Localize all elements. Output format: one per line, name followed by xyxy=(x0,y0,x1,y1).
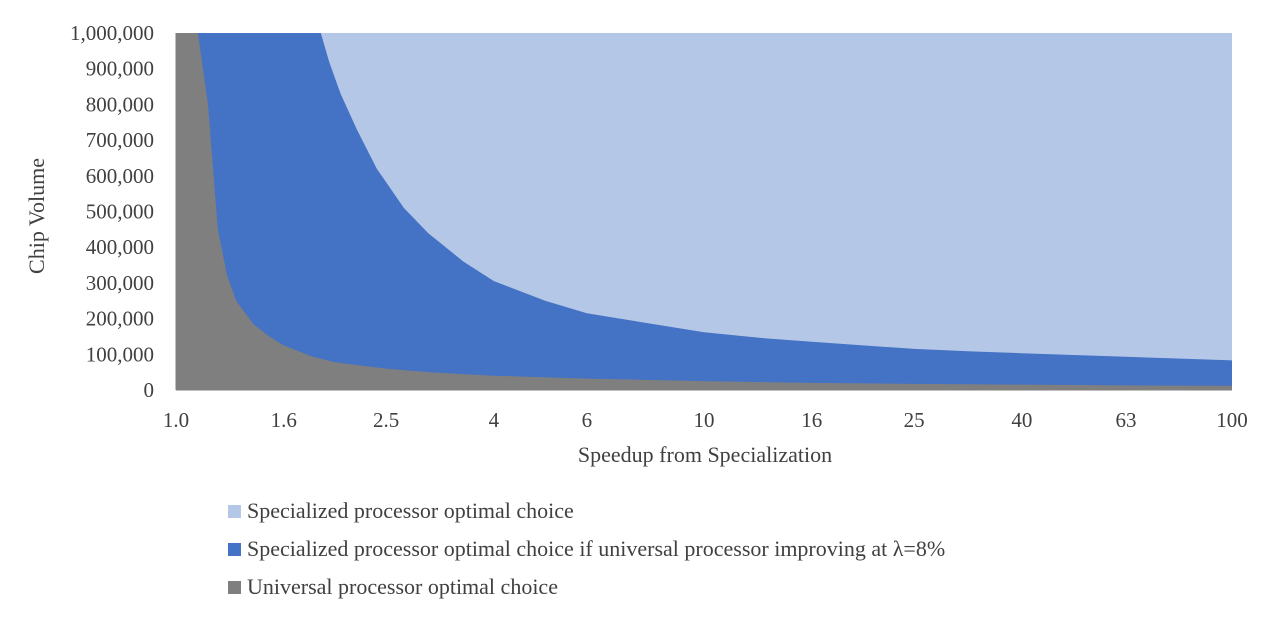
y-tick-label: 500,000 xyxy=(86,200,154,224)
x-tick-label: 25 xyxy=(904,408,925,432)
legend-swatch-universal xyxy=(228,580,241,594)
y-tick-label: 0 xyxy=(144,378,155,402)
legend-item-specialized: Specialized processor optimal choice xyxy=(228,492,945,530)
x-tick-label: 10 xyxy=(694,408,715,432)
y-tick-label: 800,000 xyxy=(86,92,154,116)
legend-swatch-specialized-lambda xyxy=(228,542,241,556)
y-tick-label: 300,000 xyxy=(86,271,154,295)
legend-label-specialized-lambda: Specialized processor optimal choice if … xyxy=(247,536,946,561)
y-axis-ticks: 0 100,000 200,000 300,000 400,000 500,000 600,… xyxy=(70,21,154,402)
y-tick-label: 400,000 xyxy=(86,235,154,259)
y-tick-label: 100,000 xyxy=(86,342,154,366)
x-tick-label: 4 xyxy=(489,408,500,432)
plot-areas xyxy=(176,33,1232,390)
x-tick-label: 16 xyxy=(801,408,822,432)
y-tick-label: 1,000,000 xyxy=(70,21,154,45)
x-axis-title: Speedup from Specialization xyxy=(578,442,832,467)
y-tick-label: 700,000 xyxy=(86,128,154,152)
x-tick-label: 63 xyxy=(1116,408,1137,432)
x-tick-label: 100 xyxy=(1216,408,1248,432)
legend-swatch-specialized xyxy=(228,504,241,518)
y-tick-label: 900,000 xyxy=(86,57,154,81)
x-tick-label: 1.6 xyxy=(271,408,297,432)
x-tick-label: 40 xyxy=(1011,408,1032,432)
legend-item-specialized-lambda: Specialized processor optimal choice if … xyxy=(228,530,945,568)
y-axis-title: Chip Volume xyxy=(24,158,49,274)
legend: Specialized processor optimal choice Spe… xyxy=(228,492,945,606)
legend-label-universal: Universal processor optimal choice xyxy=(247,574,558,599)
legend-item-universal: Universal processor optimal choice xyxy=(228,568,945,606)
area-series-2 xyxy=(176,33,1232,390)
y-tick-label: 200,000 xyxy=(86,307,154,331)
x-tick-label: 2.5 xyxy=(373,408,399,432)
area-series-3 xyxy=(176,33,1232,390)
x-tick-label: 1.0 xyxy=(163,408,189,432)
axes xyxy=(175,33,1232,391)
y-tick-label: 600,000 xyxy=(86,164,154,188)
x-tick-label: 6 xyxy=(582,408,593,432)
legend-label-specialized: Specialized processor optimal choice xyxy=(247,498,574,523)
x-axis-ticks: 1.0 1.6 2.5 4 6 10 16 25 40 63 100 xyxy=(163,408,1248,432)
